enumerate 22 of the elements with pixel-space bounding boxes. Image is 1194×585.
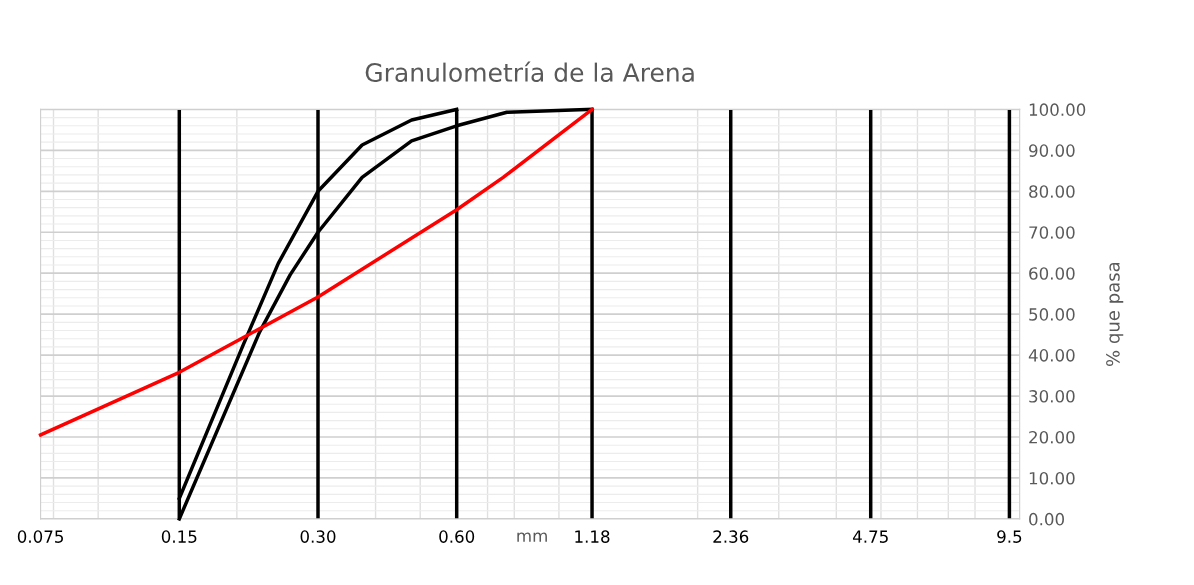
text: mm — [517, 532, 547, 542]
y-tick-label: 30.00 — [1029, 390, 1075, 403]
x-tick-label: 1.18 — [575, 530, 610, 543]
y-tick-label: 0.00 — [1029, 512, 1065, 526]
x-tick-label: 0.30 — [300, 530, 336, 543]
y-tick-label: 20.00 — [1029, 430, 1075, 444]
x-tick-label: 0.075 — [17, 530, 63, 543]
x-tick-label: 4.75 — [852, 530, 888, 543]
y-axis-title: % que pasa — [1106, 262, 1124, 366]
x-tick-label: 0.60 — [439, 530, 475, 543]
x-tick-label: 0.15 — [161, 530, 197, 543]
y-tick-label: 10.00 — [1029, 471, 1075, 485]
y-tick-label: 60.00 — [1029, 267, 1075, 280]
y-tick-label: 70.00 — [1029, 226, 1075, 239]
y-tick-label: 40.00 — [1028, 349, 1075, 362]
y-tick-label: 90.00 — [1029, 144, 1075, 157]
y-tick-label: 50.00 — [1029, 308, 1075, 321]
x-tick-label: 2.36 — [713, 530, 749, 543]
y-tick-label: 80.00 — [1029, 185, 1075, 198]
chart-title: Granulometría de la Arena — [365, 61, 694, 82]
y-tick-label: 100.00 — [1029, 103, 1086, 116]
x-tick-label: 9.5 — [997, 530, 1022, 543]
